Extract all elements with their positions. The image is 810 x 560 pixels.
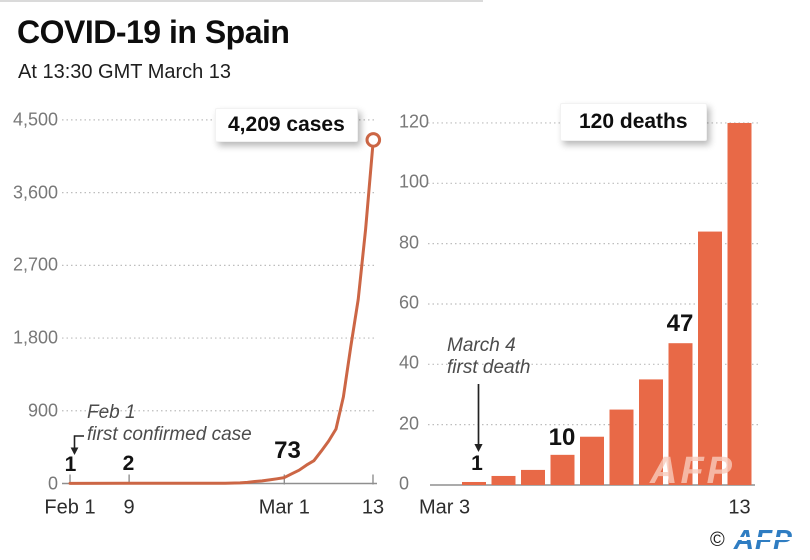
afp-logo: AFP (731, 524, 795, 556)
deaths-y-tick-label: 0 (399, 473, 410, 494)
deaths-annotation: March 4 first death (447, 335, 530, 379)
deaths-value-label: 1 (471, 452, 483, 475)
afp-logo-stripe (731, 537, 795, 540)
deaths-value-label: 10 (548, 424, 576, 451)
deaths-y-tick-label: 80 (399, 232, 420, 253)
death-bar (727, 122, 752, 486)
deaths-total-badge: 120 deaths (560, 103, 707, 141)
cases-value-label: 1 (64, 453, 77, 476)
afp-watermark: AFP (650, 450, 735, 492)
cases-y-tick-label: 1,800 (12, 327, 58, 348)
cases-y-tick-label: 0 (47, 473, 58, 493)
death-bar (668, 343, 693, 485)
top-hairline (0, 0, 483, 2)
page-title: COVID-19 in Spain (17, 14, 290, 50)
cases-y-tick-label: 900 (27, 400, 58, 421)
deaths-annotation-arrowhead (474, 444, 483, 452)
credit: © AFP (710, 524, 795, 556)
cases-annotation-line2: first confirmed case (87, 424, 252, 445)
cases-total-badge: 4,209 cases (215, 108, 358, 142)
subtitle: At 13:30 GMT March 13 (18, 61, 232, 83)
cases-line (68, 141, 375, 485)
death-bar (521, 469, 545, 485)
deaths-y-tick-label: 60 (399, 292, 420, 313)
deaths-annotation-line2: first death (447, 357, 531, 378)
cases-value-label: 2 (122, 451, 135, 475)
cases-annotation-line1: Feb 1 (87, 402, 136, 423)
cases-x-tick-label: 13 (361, 496, 385, 519)
cases-y-tick-label: 3,600 (12, 182, 58, 203)
cases-x-tick-label: Feb 1 (44, 496, 96, 519)
deaths-value-label: 47 (666, 310, 694, 337)
cases-annotation-arrowhead (70, 447, 79, 455)
copyright-symbol: © (710, 528, 725, 551)
cases-y-tick-label: 4,500 (12, 109, 58, 130)
death-bar (698, 231, 722, 485)
death-bar (550, 454, 575, 485)
death-bar (609, 409, 634, 485)
deaths-y-tick-label: 120 (399, 111, 430, 132)
deaths-x-tick-label: Mar 3 (418, 496, 471, 519)
cases-annotation-arrow (73, 435, 84, 448)
deaths-x-tick-label: 13 (728, 496, 751, 519)
cases-x-tick-label: 9 (123, 496, 135, 519)
deaths-y-tick-label: 40 (399, 352, 420, 373)
death-bar (639, 379, 663, 485)
cases-x-tick-label: Mar 1 (258, 496, 310, 519)
death-bar (580, 436, 604, 485)
deaths-y-tick-label: 20 (399, 413, 420, 434)
cases-value-label: 73 (274, 437, 301, 464)
cases-y-tick-label: 2,700 (12, 254, 58, 275)
death-bar (491, 475, 516, 485)
deaths-annotation-line1: March 4 (447, 335, 516, 356)
cases-annotation: Feb 1 first confirmed case (87, 402, 252, 446)
cases-end-marker (365, 132, 382, 148)
deaths-y-tick-label: 100 (399, 171, 430, 192)
death-bar (462, 481, 486, 485)
